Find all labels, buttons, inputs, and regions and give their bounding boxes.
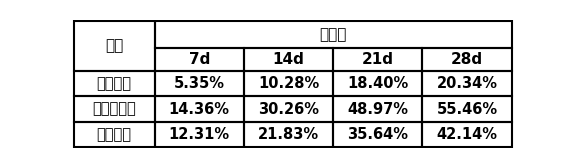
- Bar: [333, 122, 423, 147]
- Text: 10.28%: 10.28%: [258, 76, 319, 91]
- Bar: [333, 96, 423, 122]
- Text: 20.34%: 20.34%: [437, 76, 497, 91]
- Bar: [423, 71, 512, 96]
- Bar: [423, 122, 512, 147]
- Text: 14d: 14d: [272, 52, 304, 67]
- Bar: [155, 96, 244, 122]
- Bar: [74, 122, 155, 147]
- Text: 21d: 21d: [362, 52, 394, 67]
- Bar: [244, 96, 333, 122]
- Text: 18.40%: 18.40%: [347, 76, 408, 91]
- Text: 菌剂: 菌剂: [105, 38, 123, 53]
- Bar: [423, 48, 512, 71]
- Text: 7d: 7d: [188, 52, 210, 67]
- Text: 对照菌剂: 对照菌剂: [96, 127, 131, 142]
- Bar: [155, 122, 244, 147]
- Text: 30.26%: 30.26%: [258, 102, 319, 117]
- Text: 14.36%: 14.36%: [169, 102, 230, 117]
- Text: 28d: 28d: [451, 52, 483, 67]
- Bar: [155, 48, 244, 71]
- Bar: [333, 48, 423, 71]
- Bar: [74, 21, 155, 71]
- Bar: [155, 71, 244, 96]
- Text: 21.83%: 21.83%: [258, 127, 319, 142]
- Bar: [333, 71, 423, 96]
- Text: 本发明菌剂: 本发明菌剂: [93, 102, 136, 117]
- Text: 降解率: 降解率: [319, 27, 347, 42]
- Text: 48.97%: 48.97%: [347, 102, 408, 117]
- Text: 42.14%: 42.14%: [437, 127, 497, 142]
- Bar: [423, 96, 512, 122]
- Text: 12.31%: 12.31%: [168, 127, 230, 142]
- Bar: [74, 71, 155, 96]
- Text: 55.46%: 55.46%: [436, 102, 497, 117]
- Bar: [74, 96, 155, 122]
- Text: 5.35%: 5.35%: [174, 76, 225, 91]
- Text: 35.64%: 35.64%: [347, 127, 408, 142]
- Bar: [244, 71, 333, 96]
- Bar: [244, 122, 333, 147]
- Text: 不加菌剂: 不加菌剂: [96, 76, 131, 91]
- Bar: [155, 21, 512, 48]
- Bar: [244, 48, 333, 71]
